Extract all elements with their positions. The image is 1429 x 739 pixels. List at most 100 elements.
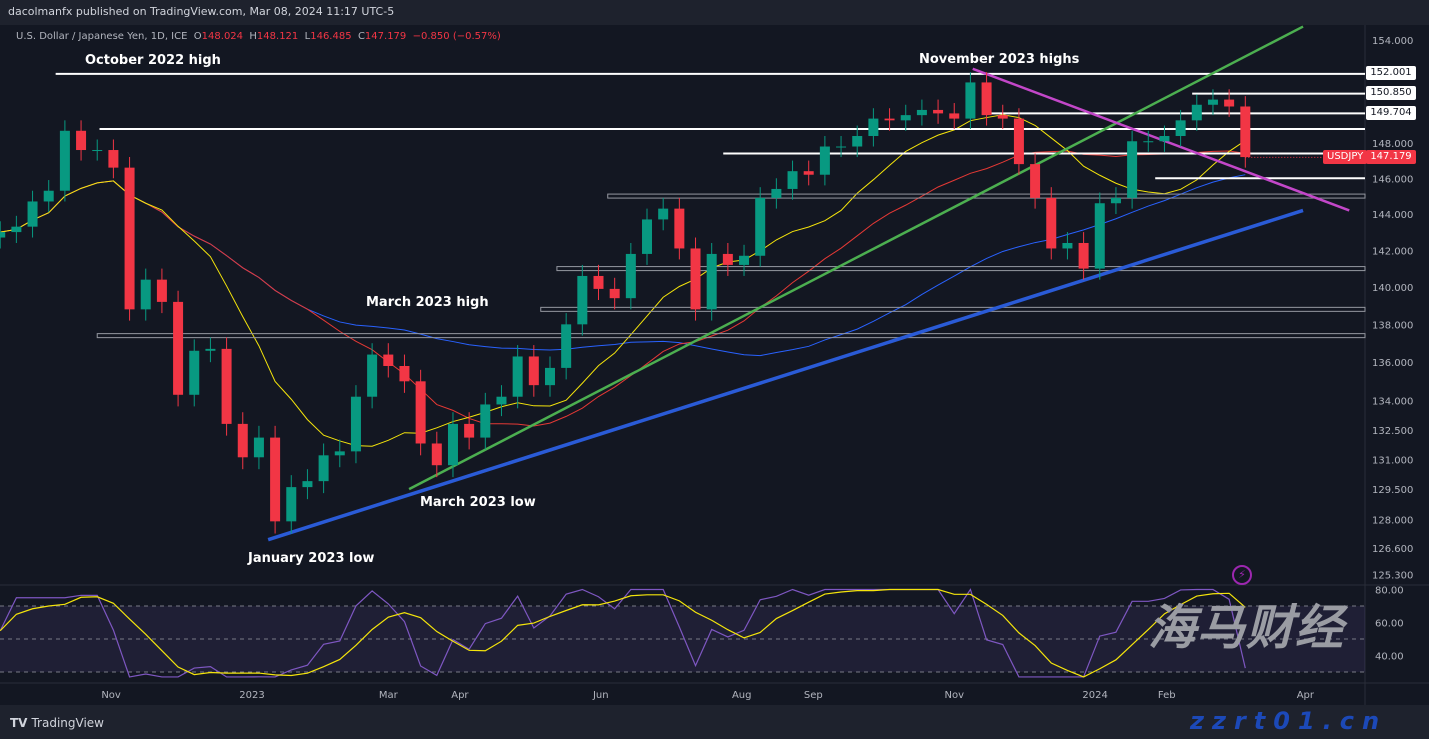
candle-body: [367, 354, 378, 397]
x-tick-label: 2023: [239, 690, 264, 701]
x-tick-label: Apr: [451, 690, 469, 701]
x-tick-label: Sep: [804, 690, 823, 701]
ma-50-line: [0, 114, 1246, 447]
y-tick-label: 146.000: [1372, 174, 1413, 185]
candle-body: [1240, 106, 1251, 158]
rsi-line: [0, 588, 1246, 678]
candle-body: [1062, 242, 1073, 249]
y-tick-label: 126.600: [1372, 544, 1413, 555]
candle-body: [965, 82, 976, 119]
candle-body: [1030, 164, 1041, 198]
candle-body: [27, 201, 38, 227]
open-value: 148.024: [201, 31, 244, 42]
price-label-149-7: 149.704: [1366, 106, 1416, 120]
candle-body: [350, 396, 361, 452]
candle-body: [189, 350, 200, 395]
annotation-october-2022-high: October 2022 high: [85, 53, 221, 68]
candle-body: [173, 301, 184, 395]
ma-100-line: [0, 150, 1246, 427]
rsi-tick-label: 80.00: [1375, 586, 1404, 597]
support-zone-line: [96, 333, 1366, 339]
candle-body: [334, 451, 345, 456]
x-tick-label: Feb: [1158, 690, 1176, 701]
candle-body: [755, 197, 766, 256]
publisher-info: dacolmanfx published on TradingView.com,…: [8, 5, 395, 18]
price-chart-svg[interactable]: 154.000 148.000 146.000 144.000 142.000 140.0…: [0, 0, 1429, 705]
watermark-logo: 海马财经: [1148, 600, 1345, 656]
candle-body: [722, 253, 733, 265]
lightning-icon[interactable]: ⚡: [1232, 565, 1252, 585]
tradingview-logo[interactable]: TV TradingView: [10, 716, 104, 730]
candle-body: [868, 118, 879, 137]
footer: TV TradingView: [0, 705, 1429, 739]
candle-body: [658, 208, 669, 220]
candle-body: [642, 219, 653, 254]
candle-body: [1224, 99, 1235, 107]
candle-body: [496, 396, 507, 405]
candle-body: [884, 118, 895, 121]
y-tick-label: 128.000: [1372, 515, 1413, 526]
last-price-label: 147.179: [1366, 150, 1416, 164]
close-value: 147.179: [364, 31, 407, 42]
trendline: [267, 208, 1304, 542]
annotation-march-2023-low: March 2023 low: [420, 495, 536, 510]
x-tick-label: Mar: [379, 690, 399, 701]
y-tick-label: 138.000: [1372, 320, 1413, 331]
y-tick-label: 140.000: [1372, 283, 1413, 294]
x-tick-label: Apr: [1297, 690, 1315, 701]
high-label: H: [249, 31, 257, 42]
open-label: O: [193, 31, 202, 42]
candle-body: [690, 248, 701, 310]
candle-body: [415, 381, 426, 444]
candle-body: [771, 188, 782, 198]
candle-body: [900, 115, 911, 121]
candle-body: [1110, 197, 1121, 204]
candle-body: [447, 423, 458, 466]
price-label-152: 152.001: [1366, 66, 1416, 80]
candle-body: [706, 253, 717, 310]
candle-body: [0, 232, 6, 238]
candle-body: [1191, 104, 1202, 121]
candle-body: [577, 275, 588, 325]
low-value: 146.485: [310, 31, 352, 42]
candle-body: [286, 487, 297, 522]
candle-body: [318, 455, 329, 482]
candle-body: [464, 423, 475, 438]
candle-body: [819, 146, 830, 175]
rsi-ma-line: [0, 588, 1246, 678]
annotation-november-2023-highs: November 2023 highs: [919, 52, 1080, 67]
candle-body: [512, 356, 523, 397]
candle-body: [674, 208, 685, 249]
candle-body: [11, 226, 22, 233]
candle-body: [625, 253, 636, 299]
candle-body: [933, 109, 944, 114]
candle-body: [43, 190, 54, 202]
candle-body: [108, 150, 119, 168]
close-label: C: [357, 31, 365, 42]
y-tick-label: 129.500: [1372, 485, 1413, 496]
candle-body: [609, 288, 620, 299]
y-tick-label: 144.000: [1372, 210, 1413, 221]
candle-body: [981, 82, 992, 116]
candle-body: [997, 115, 1008, 119]
y-tick-label: 142.000: [1372, 246, 1413, 257]
tradingview-logo-icon: TV: [10, 716, 28, 730]
candle-body: [803, 171, 814, 175]
candle-body: [205, 348, 216, 351]
candle-body: [916, 109, 927, 116]
high-value: 148.121: [256, 31, 299, 42]
y-tick-label: 131.000: [1372, 455, 1413, 466]
candle-body: [1143, 141, 1154, 143]
support-zone-line: [540, 306, 1366, 312]
symbol-tag: USDJPY: [1323, 150, 1368, 164]
annotation-january-2023-low: January 2023 low: [248, 551, 375, 566]
rsi-tick-label: 40.00: [1375, 652, 1404, 663]
candle-body: [302, 481, 313, 488]
candle-body: [76, 130, 87, 151]
support-zone-line: [607, 193, 1366, 199]
y-tick-label: 132.500: [1372, 426, 1413, 437]
y-tick-label: 134.000: [1372, 397, 1413, 408]
candle-body: [399, 365, 410, 382]
candle-body: [1046, 197, 1057, 249]
rsi-tick-label: 60.00: [1375, 619, 1404, 630]
